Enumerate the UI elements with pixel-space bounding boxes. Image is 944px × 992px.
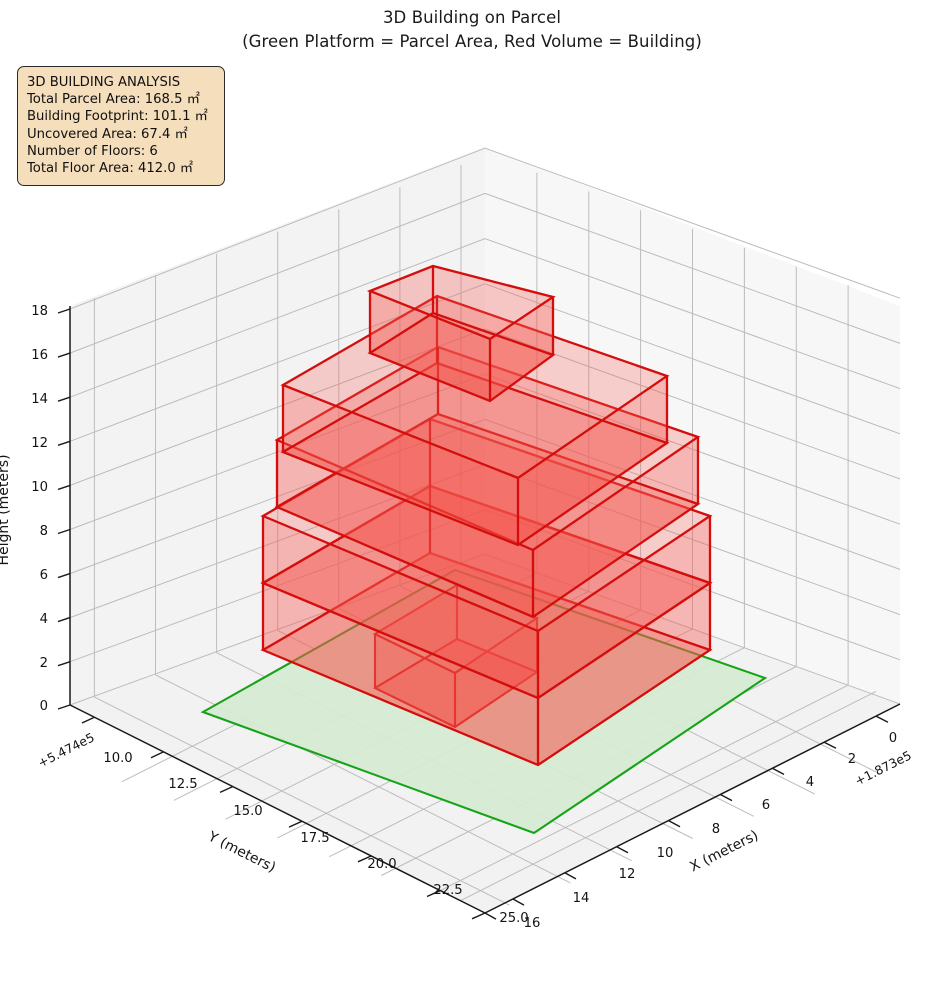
z-tick-2: 4	[40, 612, 48, 627]
x-tick-7: 14	[573, 891, 590, 906]
y-tick-0: 10.0	[103, 751, 132, 766]
title-line-2: (Green Platform = Parcel Area, Red Volum…	[242, 32, 702, 51]
x-axis-ticklabels: 0 2 4 6 8 10 12 14 16	[524, 731, 898, 931]
z-tick-4: 8	[40, 524, 48, 539]
building-floor-1	[372, 583, 540, 729]
z-tick-9: 18	[31, 304, 48, 319]
info-total-floor-area: Total Floor Area: 412.0 ㎡	[27, 161, 194, 177]
parcel-polygon	[200, 568, 768, 835]
y-axis-ticklabels: 10.0 12.5 15.0 17.5 20.0 22.5 25.0	[103, 751, 528, 926]
z-axis-ticks	[57, 308, 71, 710]
analysis-info-box: 3D BUILDING ANALYSIS Total Parcel Area: …	[17, 66, 225, 187]
y-tick-6: 25.0	[499, 911, 528, 926]
parcel-platform	[200, 568, 768, 835]
z-tick-7: 14	[31, 392, 48, 407]
y-tick-5: 22.5	[433, 883, 462, 898]
page-title: 3D Building on Parcel (Green Platform = …	[0, 6, 944, 54]
building-floor-4	[274, 345, 701, 619]
x-tick-2: 4	[806, 775, 814, 790]
z-tick-8: 16	[31, 348, 48, 363]
x-axis-spine	[484, 703, 901, 914]
axis-spines	[69, 306, 901, 914]
y-axis-label: Y (meters)	[205, 828, 279, 876]
x-tick-5: 10	[657, 846, 674, 861]
y-axis-offset-label: +5.474e5	[35, 729, 97, 770]
x-tick-4: 8	[712, 822, 720, 837]
y-axis-ticks	[81, 716, 486, 920]
building-floor-6	[366, 264, 556, 403]
x-axis-offset-label: +1.873e5	[852, 747, 914, 788]
x-tick-8: 16	[524, 916, 541, 931]
building-volume	[260, 264, 713, 767]
z-tick-6: 12	[31, 436, 48, 451]
info-heading: 3D BUILDING ANALYSIS	[27, 75, 181, 90]
z-axis-ticklabels: 0 2 4 6 8 10 12 14 16 18	[31, 304, 48, 714]
x-tick-0: 0	[889, 731, 897, 746]
y-tick-3: 17.5	[300, 831, 329, 846]
z-tick-5: 10	[31, 480, 48, 495]
x-axis-label: X (meters)	[687, 828, 761, 876]
y-tick-2: 15.0	[233, 804, 262, 819]
info-uncovered-area: Uncovered Area: 67.4 ㎡	[27, 126, 188, 142]
x-axis-ticks	[484, 715, 889, 920]
z-tick-3: 6	[40, 568, 48, 583]
x-tick-1: 2	[848, 752, 856, 767]
y-tick-1: 12.5	[168, 777, 197, 792]
z-tick-1: 2	[40, 656, 48, 671]
building-hidden-edges	[429, 296, 711, 650]
building-floor-3	[260, 417, 713, 700]
building-floor-5	[280, 294, 670, 547]
info-number-of-floors: Number of Floors: 6	[27, 143, 158, 159]
z-tick-0: 0	[40, 699, 48, 714]
info-total-parcel-area: Total Parcel Area: 168.5 ㎡	[27, 92, 200, 108]
z-axis-label: Height (meters)	[0, 454, 12, 565]
title-line-1: 3D Building on Parcel	[382, 8, 562, 27]
y-tick-4: 20.0	[367, 857, 396, 872]
info-building-footprint: Building Footprint: 101.1 ㎡	[27, 109, 208, 125]
y-axis-spine	[69, 704, 486, 914]
x-tick-3: 6	[762, 798, 770, 813]
x-tick-6: 12	[619, 867, 636, 882]
